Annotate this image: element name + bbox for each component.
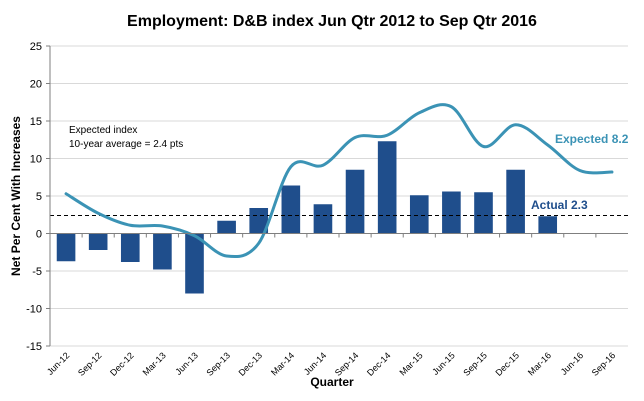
x-tick-label: Sep-12 [76,350,104,378]
actual-bar [377,141,397,234]
x-tick-label: Sep-15 [461,350,489,378]
y-tick-label: 25 [30,41,42,53]
actual-bar [409,195,429,234]
x-tick-label: Jun-14 [302,350,329,377]
actual-bar [217,220,236,234]
actual-bar [249,208,269,234]
actual-bars [56,141,558,294]
x-tick-label: Dec-12 [108,350,136,378]
actual-bar [538,216,558,234]
expected-index-note-line1: Expected index [69,125,137,136]
actual-bar [153,233,172,270]
y-tick-label: -10 [26,304,42,316]
x-tick-label: Dec-14 [365,350,393,378]
x-tick-label: Sep-13 [204,350,232,378]
x-tick-label: Sep-16 [590,350,618,378]
expected-line-path [64,103,614,259]
x-tick-label: Mar-13 [141,350,168,377]
y-tick-label: -5 [32,266,42,278]
actual-bar [56,233,76,262]
x-tick-label: Jun-12 [45,350,72,377]
y-tick-label: -15 [26,341,42,353]
y-tick-label: 15 [30,116,42,128]
expected-series-label: Expected 8.2 [555,132,629,146]
x-tick-label: Dec-13 [237,350,265,378]
actual-bar [442,191,461,234]
actual-bar [345,169,365,234]
y-tick-label: 0 [36,229,42,241]
actual-bar [281,185,301,234]
x-tick-label: Dec-15 [493,350,521,378]
y-tick-label: 5 [36,191,42,203]
y-axis-label: Net Per Cent With Increases [9,116,23,276]
x-tick-label: Mar-15 [397,350,424,377]
actual-series-label: Actual 2.3 [531,198,588,212]
x-tick-label: Mar-14 [269,350,296,377]
chart-title: Employment: D&B index Jun Qtr 2012 to Se… [127,13,537,30]
x-tick-label: Jun-16 [559,350,586,377]
actual-bar [120,233,140,262]
actual-bar [506,169,525,234]
x-tick-label: Sep-14 [333,350,361,378]
y-tick-label: 20 [30,79,42,91]
actual-bar [313,204,333,234]
x-tick-label: Jun-15 [430,350,457,377]
actual-bar [88,233,108,250]
expected-line [64,103,614,259]
x-axis-label: Quarter [310,375,354,389]
actual-bar [185,233,204,294]
x-tick-label: Mar-16 [526,350,553,377]
gridlines [50,45,628,347]
actual-bar [474,192,493,234]
x-tick-label: Jun-13 [173,350,200,377]
y-tick-label: 10 [30,154,42,166]
y-axis-ticks: -15 -10 -5 0 5 10 15 20 25 [26,41,50,353]
expected-index-note-line2: 10-year average = 2.4 pts [69,139,183,150]
